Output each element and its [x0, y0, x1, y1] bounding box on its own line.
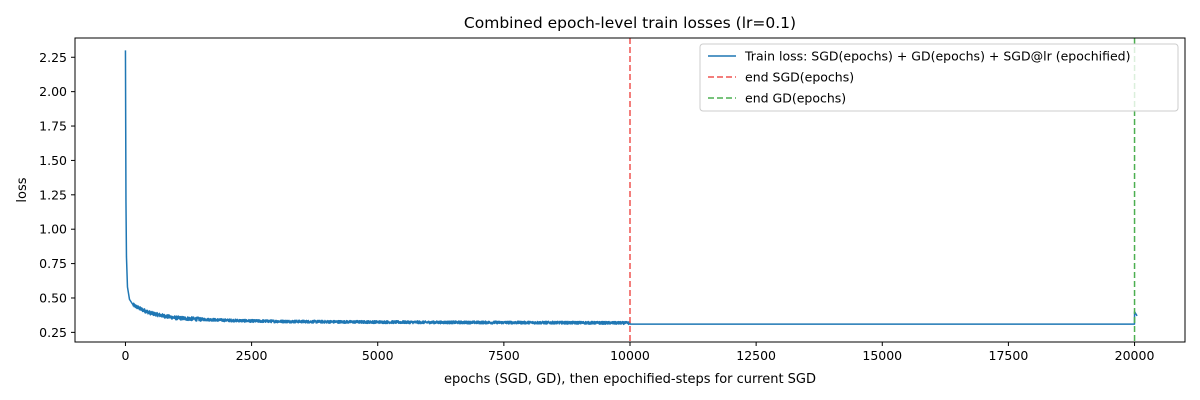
- x-tick-label: 7500: [488, 348, 520, 363]
- y-tick-label: 1.25: [39, 187, 67, 202]
- x-axis-label: epochs (SGD, GD), then epochified-steps …: [444, 372, 816, 387]
- x-tick-label: 15000: [862, 348, 902, 363]
- legend-box: [699, 43, 1179, 112]
- y-axis: 0.25 0.50 0.75 1.00 1.25 1.50 1.75 2.00 2.25: [39, 50, 75, 340]
- y-tick-label: 0.50: [39, 290, 67, 305]
- y-tick-label: 1.00: [39, 222, 67, 237]
- legend: Train loss: SGD(epochs) + GD(epochs) + S…: [699, 43, 1179, 112]
- chart-title: Combined epoch-level train losses (lr=0.…: [464, 14, 796, 32]
- x-axis: 0 2500 5000 7500 10000 12500 15000 17500 20000: [121, 342, 1154, 363]
- x-tick-label: 20000: [1115, 348, 1155, 363]
- y-axis-label: loss: [15, 177, 30, 202]
- y-tick-label: 0.25: [39, 325, 67, 340]
- y-tick-label: 1.50: [39, 153, 67, 168]
- y-tick-label: 2.25: [39, 50, 67, 65]
- train-loss-line: [124, 50, 1138, 326]
- legend-label-train-loss: Train loss: SGD(epochs) + GD(epochs) + S…: [744, 49, 1131, 64]
- x-tick-label: 2500: [236, 348, 268, 363]
- x-tick-label: 12500: [736, 348, 776, 363]
- y-tick-label: 0.75: [39, 256, 67, 271]
- x-tick-label: 5000: [362, 348, 394, 363]
- x-tick-label: 10000: [610, 348, 650, 363]
- x-tick-label: 17500: [989, 348, 1029, 363]
- legend-label-end-sgd: end SGD(epochs): [745, 70, 854, 85]
- x-tick-label: 0: [121, 348, 129, 363]
- y-tick-label: 2.00: [39, 84, 67, 99]
- legend-label-end-gd: end GD(epochs): [745, 91, 846, 106]
- y-tick-label: 1.75: [39, 119, 67, 134]
